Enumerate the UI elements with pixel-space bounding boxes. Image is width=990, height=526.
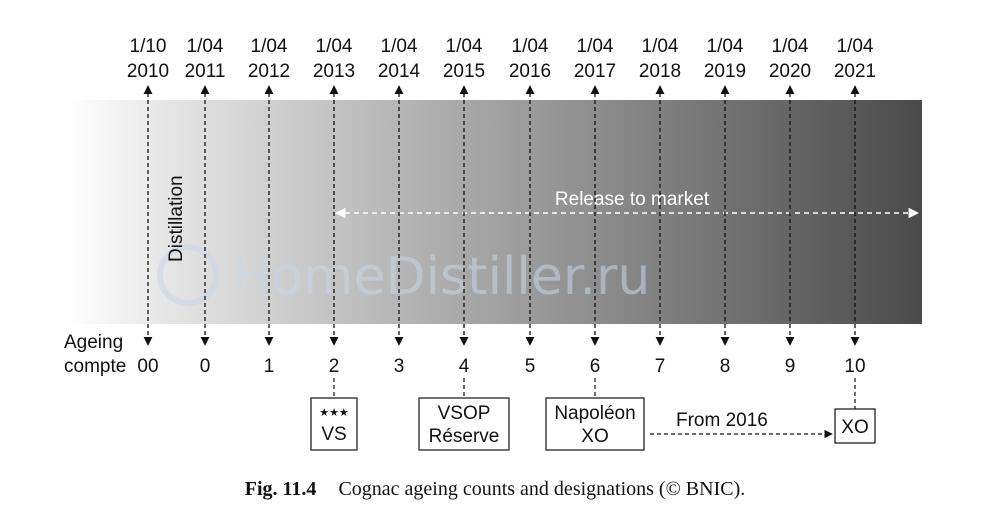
designation-name: VSOP — [438, 403, 491, 424]
timeline-column: 1/04 2013 2 — [313, 36, 355, 377]
timeline-column: 1/04 2017 6 — [574, 36, 616, 377]
watermark-text: HomeDistiller.ru — [232, 247, 650, 307]
date-day-label: 1/04 — [381, 36, 418, 57]
designation-box — [310, 397, 358, 451]
date-day-label: 1/04 — [837, 36, 874, 57]
designation-name-line2: XO — [581, 426, 608, 447]
date-day-label: 1/04 — [577, 36, 614, 57]
figure-caption: Fig. 11.4 Cognac ageing counts and design… — [0, 478, 990, 501]
designation-name: XO — [841, 417, 868, 438]
ageing-count-label: 9 — [785, 356, 796, 377]
designation-name-line2: Réserve — [429, 426, 500, 447]
date-day-label: 1/04 — [251, 36, 288, 57]
ageing-count-label: 7 — [655, 356, 666, 377]
timeline-column: 1/04 2019 8 — [704, 36, 746, 377]
ageing-label-line2: compte — [64, 356, 126, 377]
ageing-count-label: 3 — [394, 356, 405, 377]
date-year-label: 2021 — [834, 61, 876, 82]
date-year-label: 2013 — [313, 61, 355, 82]
date-year-label: 2019 — [704, 61, 746, 82]
designation-xo: XO — [834, 378, 876, 444]
watermark-logo-icon — [157, 244, 219, 306]
watermark: HomeDistiller.ru — [157, 244, 650, 307]
date-year-label: 2012 — [248, 61, 290, 82]
ageing-label-line1: Ageing — [64, 332, 123, 353]
timeline-column: 1/04 2014 3 — [378, 36, 421, 377]
timeline-column: 1/04 2018 7 — [639, 36, 681, 377]
timeline-column: 1/10 2010 00 — [127, 36, 169, 377]
ageing-count-label: 8 — [720, 356, 731, 377]
ageing-count-label: 6 — [590, 356, 601, 377]
figure-caption-text: Cognac ageing counts and designations (©… — [338, 478, 746, 500]
ageing-count-label: 0 — [200, 356, 211, 377]
date-day-label: 1/04 — [512, 36, 549, 57]
date-day-label: 1/04 — [187, 36, 224, 57]
ageing-count-label: 4 — [459, 356, 470, 377]
date-year-label: 2010 — [127, 61, 169, 82]
ageing-count-label: 10 — [844, 356, 865, 377]
ageing-count-label: 5 — [525, 356, 536, 377]
date-year-label: 2014 — [378, 61, 421, 82]
timeline-column: 1/04 2016 5 — [509, 36, 551, 377]
from-2016-label: From 2016 — [676, 410, 768, 431]
date-day-label: 1/04 — [642, 36, 679, 57]
designation-box — [834, 408, 876, 444]
timeline-column: 1/04 2021 10 — [834, 36, 876, 377]
timeline-column: 1/04 2015 4 — [443, 36, 485, 377]
date-year-label: 2020 — [769, 61, 811, 82]
timeline-columns: 1/102010001/04201101/04201211/04201321/0… — [127, 36, 876, 377]
designation-name: VS — [321, 424, 346, 445]
timeline-column: 1/04 2020 9 — [769, 36, 811, 377]
release-label: Release to market — [555, 189, 710, 210]
date-year-label: 2017 — [574, 61, 616, 82]
date-year-label: 2011 — [185, 61, 226, 82]
date-year-label: 2016 — [509, 61, 551, 82]
ageing-count-label: 1 — [264, 356, 275, 377]
figure-number: Fig. 11.4 — [244, 478, 317, 500]
timeline-column: 1/04 2011 0 — [185, 36, 226, 377]
designation-vs: ★★★ VS — [310, 378, 358, 451]
date-year-label: 2015 — [443, 61, 485, 82]
designation-name: Napoléon — [554, 403, 635, 424]
designation-box — [545, 397, 645, 451]
date-day-label: 1/10 — [130, 36, 167, 57]
ageing-count-label: 2 — [329, 356, 340, 377]
designation-box — [418, 397, 510, 451]
designation-stars: ★★★ — [319, 406, 349, 419]
timeline-column: 1/04 2012 1 — [248, 36, 290, 377]
ageing-count-label: 00 — [137, 356, 158, 377]
date-day-label: 1/04 — [772, 36, 809, 57]
date-day-label: 1/04 — [316, 36, 353, 57]
date-day-label: 1/04 — [707, 36, 744, 57]
date-day-label: 1/04 — [446, 36, 483, 57]
distillation-label: Distillation — [166, 175, 187, 262]
date-year-label: 2018 — [639, 61, 681, 82]
